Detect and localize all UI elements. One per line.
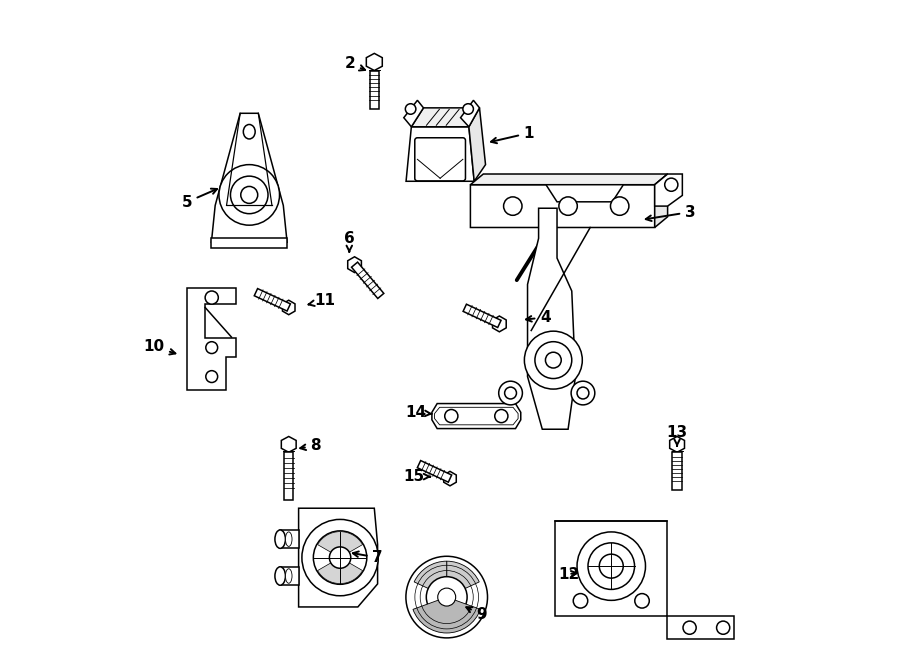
Circle shape <box>437 588 455 606</box>
Text: 9: 9 <box>466 607 487 623</box>
Circle shape <box>683 621 697 635</box>
Bar <box>284 452 293 500</box>
Circle shape <box>219 165 280 225</box>
Polygon shape <box>492 316 506 332</box>
Polygon shape <box>255 289 291 311</box>
Polygon shape <box>347 256 362 272</box>
Polygon shape <box>352 262 383 299</box>
Polygon shape <box>366 54 382 71</box>
Circle shape <box>716 621 730 635</box>
Bar <box>280 530 299 549</box>
Ellipse shape <box>243 124 256 139</box>
Text: 15: 15 <box>403 469 430 484</box>
Text: 2: 2 <box>345 56 365 71</box>
Circle shape <box>525 331 582 389</box>
Circle shape <box>577 532 645 600</box>
Text: 10: 10 <box>143 340 176 354</box>
Bar <box>555 522 667 617</box>
Polygon shape <box>464 304 501 327</box>
Ellipse shape <box>285 532 292 547</box>
Text: 6: 6 <box>344 231 355 252</box>
Bar <box>370 71 379 108</box>
Polygon shape <box>186 288 236 390</box>
FancyBboxPatch shape <box>415 137 465 181</box>
Polygon shape <box>654 174 668 227</box>
Polygon shape <box>444 471 456 486</box>
Ellipse shape <box>274 566 285 585</box>
Circle shape <box>599 554 623 578</box>
Circle shape <box>313 531 367 584</box>
Polygon shape <box>670 436 685 452</box>
Text: 14: 14 <box>405 405 432 420</box>
Text: 1: 1 <box>491 126 535 143</box>
Text: 13: 13 <box>667 425 688 446</box>
Circle shape <box>206 342 218 354</box>
Polygon shape <box>282 436 296 452</box>
Polygon shape <box>667 617 734 639</box>
Text: 12: 12 <box>558 566 579 582</box>
Wedge shape <box>318 531 363 558</box>
Circle shape <box>406 557 488 638</box>
Text: 11: 11 <box>309 293 336 309</box>
Circle shape <box>427 576 467 617</box>
Circle shape <box>572 381 595 405</box>
Circle shape <box>573 594 588 608</box>
Polygon shape <box>654 174 682 206</box>
Polygon shape <box>461 100 480 127</box>
Circle shape <box>241 186 257 204</box>
Ellipse shape <box>285 568 292 583</box>
Polygon shape <box>406 127 474 181</box>
Polygon shape <box>212 113 287 243</box>
Bar <box>280 566 299 585</box>
Circle shape <box>545 352 562 368</box>
Polygon shape <box>469 108 485 181</box>
Circle shape <box>504 197 522 215</box>
Circle shape <box>665 178 678 191</box>
Circle shape <box>535 342 572 379</box>
Text: 5: 5 <box>182 188 217 210</box>
Circle shape <box>302 520 378 596</box>
Bar <box>672 452 681 490</box>
Circle shape <box>577 387 589 399</box>
Circle shape <box>205 291 219 304</box>
Polygon shape <box>404 100 424 127</box>
Circle shape <box>634 594 649 608</box>
Wedge shape <box>446 561 480 597</box>
Wedge shape <box>318 558 363 584</box>
Circle shape <box>206 371 218 383</box>
Polygon shape <box>418 461 452 482</box>
Polygon shape <box>411 108 480 127</box>
Polygon shape <box>283 300 295 315</box>
Circle shape <box>405 104 416 114</box>
Circle shape <box>329 547 351 568</box>
Circle shape <box>495 409 508 422</box>
Circle shape <box>445 409 458 422</box>
Wedge shape <box>414 561 446 597</box>
Circle shape <box>463 104 473 114</box>
Circle shape <box>610 197 629 215</box>
Polygon shape <box>299 508 378 607</box>
Text: 7: 7 <box>353 550 382 565</box>
Polygon shape <box>527 208 575 429</box>
Text: 8: 8 <box>301 438 321 453</box>
Polygon shape <box>432 404 521 428</box>
Ellipse shape <box>274 530 285 549</box>
Circle shape <box>588 543 634 590</box>
Bar <box>212 239 287 248</box>
Circle shape <box>505 387 517 399</box>
Wedge shape <box>413 597 481 633</box>
Text: 3: 3 <box>646 204 696 221</box>
Circle shape <box>559 197 577 215</box>
Circle shape <box>499 381 522 405</box>
Circle shape <box>230 176 268 214</box>
Polygon shape <box>471 184 654 227</box>
Polygon shape <box>471 174 668 184</box>
Text: 4: 4 <box>526 310 551 325</box>
